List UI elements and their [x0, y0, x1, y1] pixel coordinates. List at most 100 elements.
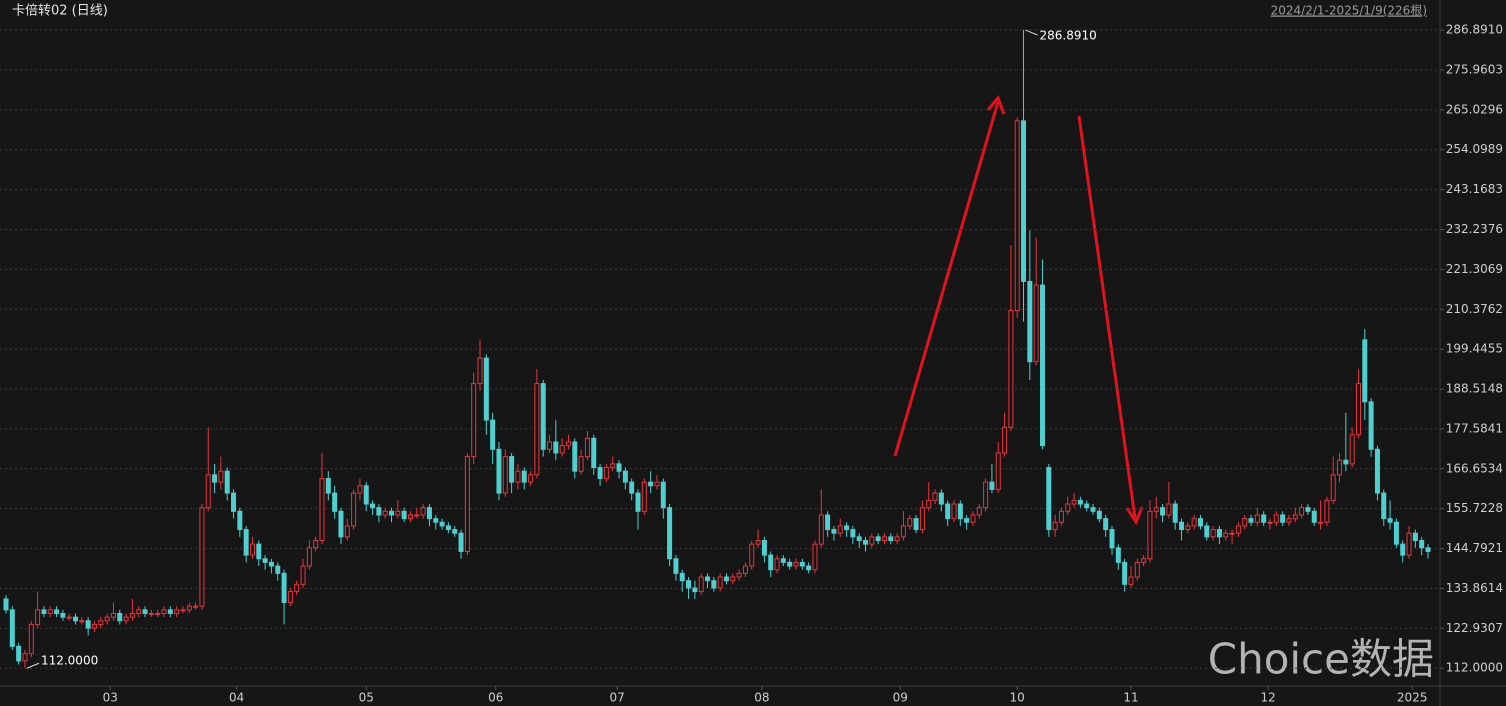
- x-tick-label: 10: [1010, 691, 1025, 705]
- down-arrow: [1077, 115, 1137, 519]
- candle-body: [818, 514, 824, 545]
- candle-body: [1033, 284, 1039, 363]
- min-pointer: [26, 662, 40, 669]
- candle-body: [91, 623, 97, 629]
- candle-body: [812, 543, 818, 571]
- candle-body: [407, 514, 413, 520]
- candle-body: [913, 518, 919, 531]
- candle-body: [648, 481, 654, 487]
- candle-body: [654, 481, 660, 487]
- candle-body: [1261, 514, 1267, 523]
- candle-body: [1362, 339, 1368, 403]
- candle-body: [799, 561, 805, 567]
- y-tick-label: 155.7228: [1446, 501, 1503, 515]
- candle-body: [60, 612, 66, 618]
- candle-body: [547, 441, 553, 450]
- candle-body: [471, 383, 477, 458]
- candle-body: [1337, 459, 1343, 476]
- candle-body: [1115, 547, 1121, 563]
- down-arrow-head: [1125, 506, 1144, 526]
- candle-body: [414, 514, 420, 517]
- candle-body: [945, 503, 951, 520]
- candle-body: [224, 470, 230, 494]
- candle-body: [736, 572, 742, 578]
- candle-body: [243, 529, 249, 556]
- candle-body: [932, 492, 938, 501]
- candle-body: [667, 507, 673, 560]
- candle-body: [344, 525, 350, 538]
- candle-body: [1191, 518, 1197, 527]
- candle-body: [1412, 532, 1418, 542]
- candle-body: [123, 616, 129, 622]
- candle-body: [300, 565, 306, 585]
- candle-body: [22, 653, 28, 662]
- candle-body: [66, 616, 72, 619]
- candle-body: [1058, 510, 1064, 523]
- candle-body: [483, 357, 489, 421]
- candle-body: [1355, 383, 1361, 436]
- candle-body: [98, 620, 104, 625]
- candle-body: [837, 525, 843, 534]
- candle-body: [262, 558, 268, 563]
- candle-body: [540, 383, 546, 450]
- candle-body: [761, 540, 767, 556]
- candle-body: [926, 499, 932, 509]
- candle-body: [1299, 507, 1305, 516]
- y-tick-label: 112.0000: [1446, 661, 1503, 675]
- candle-body: [1235, 525, 1241, 534]
- candle-body: [774, 558, 780, 571]
- candle-body: [863, 540, 869, 545]
- y-tick-label: 232.2376: [1446, 222, 1503, 236]
- candle-body: [193, 605, 199, 608]
- candle-body: [9, 609, 15, 647]
- candle-body: [1090, 507, 1096, 512]
- candle-body: [1254, 514, 1260, 523]
- candle-body: [970, 514, 976, 523]
- candle-body: [881, 536, 887, 542]
- candle-body: [445, 525, 451, 531]
- candle-body: [907, 518, 913, 527]
- candle-body: [1185, 525, 1191, 531]
- candle-body: [983, 481, 989, 509]
- candle-body: [610, 463, 616, 469]
- candle-body: [679, 572, 685, 582]
- candle-body: [1052, 521, 1058, 531]
- candle-body: [1229, 532, 1235, 535]
- candle-body: [306, 547, 312, 567]
- candle-body: [275, 565, 281, 574]
- y-tick-label: 122.9307: [1446, 621, 1503, 635]
- candle-body: [1349, 434, 1355, 465]
- y-tick-label: 243.1683: [1446, 182, 1503, 196]
- candle-body: [1008, 310, 1014, 428]
- candle-body: [976, 507, 982, 516]
- candle-body: [825, 514, 831, 531]
- candle-body: [673, 558, 679, 574]
- y-tick-label: 166.6534: [1446, 461, 1503, 475]
- candle-body: [1071, 499, 1077, 505]
- candle-body: [268, 561, 274, 567]
- candle-body: [1134, 561, 1140, 578]
- candle-body: [831, 529, 837, 534]
- candle-body: [458, 532, 464, 552]
- candle-body: [117, 612, 123, 622]
- candle-body: [534, 383, 540, 476]
- x-tick-label: 11: [1123, 691, 1138, 705]
- min-label: 112.0000: [41, 654, 98, 668]
- candle-body: [363, 485, 369, 505]
- chart-title: 卡倍转02 (日线): [12, 4, 108, 19]
- candle-body: [856, 536, 862, 542]
- candle-body: [780, 558, 786, 563]
- candle-body: [256, 543, 262, 560]
- candle-body: [1065, 503, 1071, 512]
- candle-body: [85, 620, 91, 629]
- candle-body: [806, 565, 812, 571]
- candle-body: [180, 609, 186, 612]
- candle-body: [110, 612, 116, 618]
- date-range[interactable]: 2024/2/1-2025/1/9(226根): [1271, 4, 1427, 18]
- candle-body: [294, 583, 300, 593]
- candles: [3, 30, 1431, 669]
- candle-body: [938, 492, 944, 505]
- x-tick-label: 2025: [1397, 691, 1428, 705]
- candle-body: [1122, 561, 1128, 585]
